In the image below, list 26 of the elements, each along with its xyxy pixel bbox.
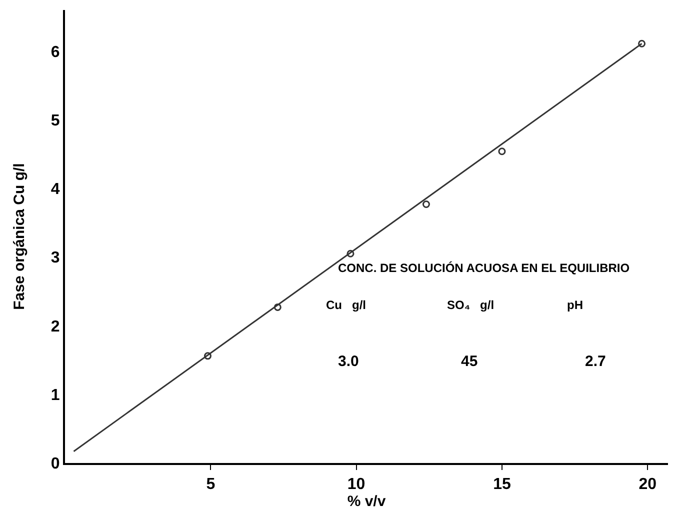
point <box>204 352 212 360</box>
annotation: CONC. DE SOLUCIÓN ACUOSA EN EL EQUILIBRIO <box>338 261 630 275</box>
x-tick-label: 10 <box>347 476 366 494</box>
y-tick-label: 2 <box>50 318 60 336</box>
x-tick-label: 15 <box>493 476 511 494</box>
y-tick-label: 0 <box>50 456 60 473</box>
annotation: pH <box>567 298 583 312</box>
annotation: SO₄ g/l <box>447 298 494 312</box>
x-tick-label: 5 <box>206 476 216 494</box>
point <box>274 303 282 311</box>
point <box>422 200 430 208</box>
annotation: 45 <box>461 353 478 370</box>
y-axis-title: Fase orgánica Cu g/l <box>11 163 28 310</box>
annotation: 2.7 <box>585 353 606 370</box>
x-tick-label: 20 <box>638 476 657 494</box>
point <box>638 40 646 48</box>
y-tick-label: 3 <box>50 250 60 267</box>
annotation: 3.0 <box>338 353 359 370</box>
point <box>346 250 354 258</box>
y-tick-label: 1 <box>50 386 60 404</box>
y-tick-label: 4 <box>50 181 60 198</box>
x-axis-title: % v/v <box>347 493 386 510</box>
annotation: Cu g/l <box>326 298 366 312</box>
y-tick-label: 6 <box>50 44 60 61</box>
y-tick-label: 5 <box>50 112 60 130</box>
point <box>498 148 506 156</box>
